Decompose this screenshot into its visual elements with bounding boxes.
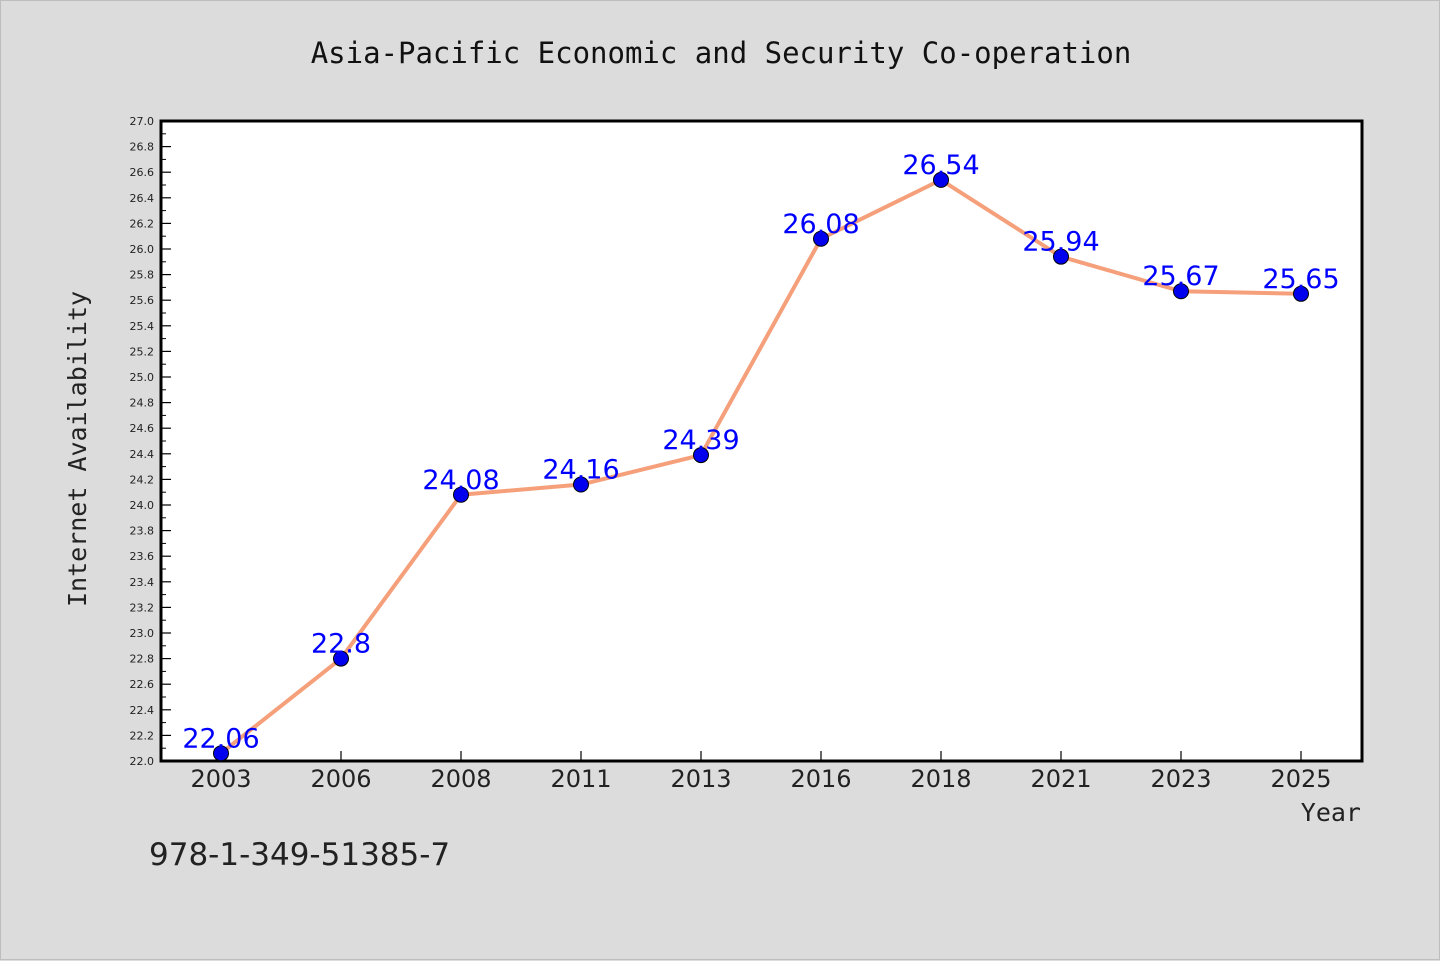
data-label: 24.16 (542, 455, 619, 486)
y-tick-label: 24.0 (130, 499, 155, 512)
x-tick-label: 2023 (1150, 765, 1211, 793)
data-label: 26.54 (902, 150, 979, 181)
y-tick-label: 23.4 (130, 576, 155, 589)
data-point (1173, 283, 1189, 300)
data-label: 24.08 (422, 465, 499, 496)
data-point (213, 745, 229, 762)
y-tick-label: 25.4 (130, 320, 155, 333)
data-label: 25.65 (1262, 264, 1339, 295)
y-tick-label: 26.8 (130, 141, 155, 154)
y-axis: 22.0 22.2 22.4 22.6 22.8 23.0 23.2 23.4 23.6 23.8… (130, 115, 171, 768)
y-tick-label: 23.6 (130, 550, 155, 563)
y-tick-label: 22.6 (130, 678, 155, 691)
y-tick-label: 26.2 (130, 217, 155, 230)
y-tick-label: 24.8 (130, 397, 155, 410)
data-label: 25.67 (1142, 261, 1219, 292)
plot-area (159, 119, 1364, 763)
y-tick-label: 22.2 (130, 729, 155, 742)
x-tick-label: 2011 (550, 765, 611, 793)
data-label: 22.8 (311, 629, 371, 660)
series-line (219, 177, 1302, 755)
data-point (693, 447, 709, 464)
data-label: 24.39 (662, 425, 739, 456)
data-label: 22.06 (182, 723, 259, 754)
y-tick-label: 23.0 (130, 627, 155, 640)
x-tick-label: 2018 (910, 765, 971, 793)
data-label: 25.94 (1022, 227, 1099, 258)
data-point (933, 171, 949, 188)
x-tick-label: 2006 (310, 765, 371, 793)
x-axis: 2003 2006 2008 2011 2013 2016 2018 2021 2023 2025 (190, 751, 1332, 793)
y-tick-label: 23.2 (130, 601, 155, 614)
x-axis-label: Year (1301, 798, 1361, 827)
y-tick-label: 26.0 (130, 243, 155, 256)
x-tick-label: 2025 (1270, 765, 1331, 793)
x-tick-label: 2003 (190, 765, 251, 793)
y-tick-label: 22.0 (130, 755, 155, 768)
y-tick-label: 25.6 (130, 294, 155, 307)
y-tick-label: 24.2 (130, 473, 155, 486)
x-tick-label: 2016 (790, 765, 851, 793)
y-tick-label: 25.2 (130, 345, 155, 358)
data-point (453, 486, 469, 503)
x-tick-label: 2008 (430, 765, 491, 793)
data-point (333, 650, 349, 667)
x-tick-label: 2021 (1030, 765, 1091, 793)
footnote-isbn: 978-1-349-51385-7 (149, 837, 450, 873)
y-tick-label: 22.4 (130, 704, 155, 717)
y-tick-label: 24.6 (130, 422, 155, 435)
data-point (1293, 285, 1309, 302)
y-tick-label: 26.4 (130, 192, 155, 205)
data-point (1053, 248, 1069, 265)
y-tick-label: 26.6 (130, 166, 155, 179)
data-point (573, 476, 589, 493)
y-tick-label: 24.4 (130, 448, 155, 461)
y-tick-label: 22.8 (130, 653, 155, 666)
series-layer: 22.06 22.8 24.08 24.16 24.39 26.08 26.54 25.94 2… (182, 150, 1340, 762)
x-tick-label: 2013 (670, 765, 731, 793)
y-tick-label: 27.0 (130, 115, 155, 128)
y-tick-label: 25.0 (130, 371, 155, 384)
data-label: 26.08 (782, 209, 859, 240)
data-point (813, 230, 829, 247)
chart-title: Asia-Pacific Economic and Security Co-op… (311, 36, 1132, 70)
y-axis-label: Internet Availability (63, 291, 92, 607)
y-tick-label: 25.8 (130, 269, 155, 282)
y-tick-label: 23.8 (130, 525, 155, 538)
